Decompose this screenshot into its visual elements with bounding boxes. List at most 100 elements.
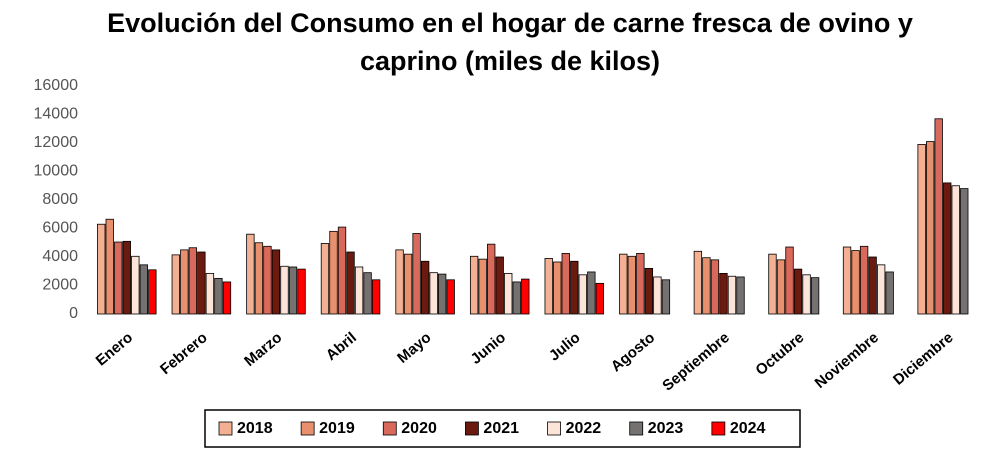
bar xyxy=(354,266,364,315)
bar xyxy=(934,118,943,315)
bar xyxy=(180,249,189,315)
bar xyxy=(785,246,794,315)
bar xyxy=(214,277,223,315)
y-tick-label: 16000 xyxy=(34,77,79,94)
bar xyxy=(122,240,131,315)
bar xyxy=(693,250,703,315)
bar xyxy=(371,279,381,315)
bar xyxy=(859,245,869,315)
bar xyxy=(925,141,935,315)
bar xyxy=(595,282,605,315)
x-tick-label: Junio xyxy=(467,329,509,368)
bar xyxy=(619,253,628,315)
bar xyxy=(661,279,671,315)
x-tick-label: Agosto xyxy=(608,329,659,375)
bar xyxy=(644,267,654,315)
bar xyxy=(171,254,180,315)
bar xyxy=(131,255,140,315)
bar xyxy=(578,274,587,315)
bar xyxy=(587,271,596,315)
bar xyxy=(710,259,720,315)
bar xyxy=(263,245,272,315)
bar xyxy=(570,260,579,315)
bar xyxy=(521,278,530,315)
y-tick-label: 2000 xyxy=(42,277,78,294)
bar xyxy=(885,271,894,315)
bar xyxy=(205,272,215,315)
chart-title: Evolución del Consumo en el hogar de car… xyxy=(107,8,913,76)
bar xyxy=(254,242,264,315)
x-tick-label: Diciembre xyxy=(890,329,957,389)
bar xyxy=(105,218,114,315)
bar xyxy=(403,253,413,315)
bar xyxy=(504,272,513,315)
bar xyxy=(851,250,860,315)
legend-swatch xyxy=(382,421,397,436)
bar xyxy=(429,272,438,315)
bar xyxy=(197,251,206,315)
y-tick-label: 10000 xyxy=(34,163,79,180)
bar xyxy=(288,266,298,315)
bar xyxy=(114,241,123,315)
bar xyxy=(736,276,745,315)
bar xyxy=(561,253,570,315)
legend-swatch xyxy=(547,421,561,436)
bar xyxy=(768,253,777,315)
y-tick-label: 12000 xyxy=(34,134,79,151)
bar xyxy=(960,188,969,315)
x-tick-label: Mayo xyxy=(394,329,434,367)
bar xyxy=(420,260,430,315)
bar xyxy=(478,258,487,315)
y-tick-label: 6000 xyxy=(42,220,78,237)
x-tick-label: Julio xyxy=(546,329,584,365)
legend-label: 2018 xyxy=(237,420,273,437)
bar xyxy=(139,264,149,315)
x-tick-label: Septiembre xyxy=(659,329,733,395)
legend-swatch xyxy=(300,421,315,436)
legend-swatch xyxy=(465,421,479,436)
bar xyxy=(495,256,504,315)
bar xyxy=(627,255,636,315)
legend-label: 2024 xyxy=(730,420,766,437)
bar xyxy=(842,246,852,315)
y-tick-label: 4000 xyxy=(42,248,78,265)
legend-label: 2020 xyxy=(401,420,437,437)
legend-label: 2022 xyxy=(566,420,602,437)
bar xyxy=(395,249,404,315)
x-tick-label: Febrero xyxy=(157,329,211,378)
bar xyxy=(363,272,372,315)
x-tick-label: Noviembre xyxy=(812,329,882,392)
y-tick-label: 14000 xyxy=(34,106,79,123)
x-tick-label: Octubre xyxy=(752,329,807,379)
bar xyxy=(97,223,106,315)
bar xyxy=(943,182,952,315)
legend-swatch xyxy=(629,421,644,436)
bar xyxy=(337,226,347,315)
legend-label: 2019 xyxy=(319,420,355,437)
bar xyxy=(653,276,662,315)
legend-swatch xyxy=(218,421,233,436)
bar xyxy=(188,247,198,315)
legend-label: 2023 xyxy=(648,420,684,437)
bar xyxy=(246,233,255,315)
y-tick-label: 8000 xyxy=(42,191,78,208)
bar xyxy=(438,273,447,315)
x-tick-label: Abril xyxy=(323,329,360,364)
x-tick-label: Marzo xyxy=(241,329,285,370)
bar xyxy=(802,274,811,315)
y-tick-label: 0 xyxy=(69,305,78,322)
bar xyxy=(297,268,306,315)
bar xyxy=(412,233,421,315)
bar xyxy=(271,249,281,315)
bar xyxy=(868,256,877,315)
bar xyxy=(148,269,157,315)
bar xyxy=(876,264,886,315)
bar xyxy=(702,257,711,315)
bar xyxy=(776,259,786,315)
legend-swatch xyxy=(711,421,726,436)
bar xyxy=(446,279,455,315)
bar xyxy=(810,277,820,315)
bar xyxy=(280,265,289,315)
